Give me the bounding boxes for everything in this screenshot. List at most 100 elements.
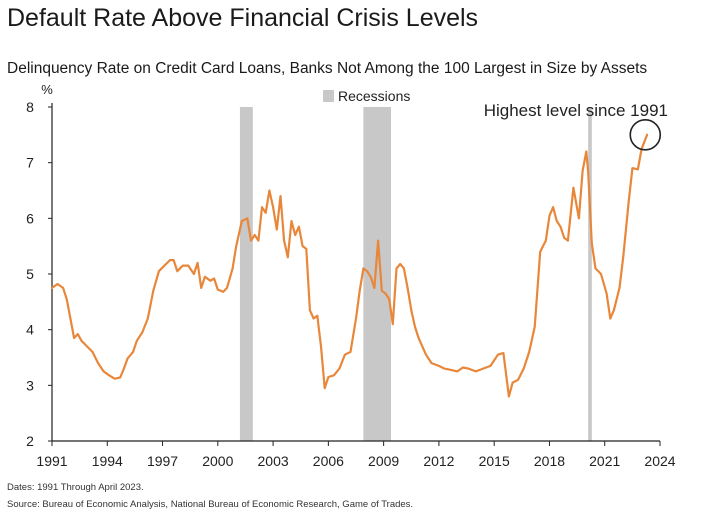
data-point-57 [301, 245, 304, 248]
recession-band-1 [239, 107, 253, 441]
data-point-39 [231, 267, 234, 270]
legend-label-recessions: Recessions [338, 88, 410, 104]
data-point-96 [474, 370, 477, 373]
series-line-1 [50, 133, 649, 398]
data-point-28 [181, 264, 184, 267]
data-point-83 [406, 287, 409, 289]
x-tick-label-1994: 1994 [92, 453, 123, 469]
data-point-112 [559, 225, 562, 228]
data-point-87 [421, 345, 424, 348]
data-point-106 [533, 326, 536, 328]
recession-band-2 [363, 107, 392, 441]
data-point-98 [489, 365, 492, 367]
data-point-22 [152, 289, 155, 292]
data-point-30 [193, 273, 195, 275]
data-point-41 [240, 220, 243, 223]
data-point-18 [132, 351, 135, 353]
data-point-75 [377, 239, 379, 242]
data-point-130 [637, 168, 639, 171]
data-point-113 [563, 236, 566, 239]
data-point-68 [349, 351, 352, 353]
y-tick-label-5: 5 [26, 266, 34, 282]
data-point-38 [226, 287, 228, 289]
x-tick-label-2024: 2024 [644, 453, 675, 469]
data-point-89 [430, 362, 433, 364]
x-tick-label-2006: 2006 [313, 453, 344, 469]
data-point-5 [69, 317, 72, 320]
data-point-45 [257, 239, 260, 242]
data-point-7 [76, 333, 79, 335]
data-point-85 [414, 326, 416, 328]
data-point-13 [108, 374, 110, 377]
data-point-59 [309, 309, 311, 312]
series-layer [50, 133, 649, 398]
data-point-25 [169, 259, 171, 261]
data-point-124 [609, 317, 612, 320]
data-point-127 [622, 256, 625, 259]
data-point-33 [204, 275, 206, 278]
data-point-125 [613, 309, 615, 312]
data-point-119 [587, 170, 589, 172]
data-point-27 [176, 270, 179, 273]
y-axis-label: % [41, 82, 53, 97]
data-point-77 [384, 292, 387, 295]
data-point-63 [323, 387, 326, 389]
data-point-64 [327, 376, 330, 378]
x-tick-label-2012: 2012 [423, 453, 454, 469]
y-tick-label-2: 2 [26, 433, 34, 449]
data-point-88 [425, 353, 427, 356]
x-tick-label-2015: 2015 [479, 453, 510, 469]
data-point-82 [403, 267, 405, 270]
data-point-42 [246, 217, 249, 220]
data-point-126 [618, 287, 621, 289]
data-point-52 [283, 239, 285, 242]
y-tick-label-6: 6 [26, 210, 34, 226]
x-tick-label-2018: 2018 [534, 453, 565, 469]
data-point-2 [56, 283, 59, 285]
data-point-92 [449, 368, 451, 371]
data-point-46 [261, 206, 263, 209]
data-point-14 [113, 377, 116, 380]
data-point-53 [286, 256, 289, 259]
data-point-132 [646, 133, 648, 136]
legend: Recessions [323, 88, 410, 104]
annotation-circle [629, 119, 662, 151]
data-point-20 [141, 331, 144, 334]
data-point-66 [338, 367, 341, 370]
data-point-129 [631, 167, 634, 170]
axes: 1991 1994 1997 2000 2003 2006 2009 2012 2015 2018… [26, 82, 676, 469]
x-tick-label-2003: 2003 [258, 453, 289, 469]
data-point-97 [482, 367, 484, 370]
data-point-58 [305, 248, 308, 250]
data-point-93 [456, 370, 459, 373]
data-point-35 [213, 277, 216, 280]
dates-note: Dates: 1991 Through April 2023. [7, 482, 144, 493]
data-point-62 [320, 345, 322, 348]
data-point-80 [395, 267, 398, 270]
data-point-19 [135, 339, 138, 342]
data-point-111 [555, 220, 558, 223]
data-point-102 [511, 381, 514, 384]
annotation: Highest level since 1991 [484, 101, 668, 151]
data-point-54 [290, 220, 293, 223]
data-point-23 [158, 270, 160, 273]
annotation-text: Highest level since 1991 [484, 101, 668, 120]
data-point-78 [388, 298, 391, 300]
data-point-90 [438, 365, 440, 367]
data-point-115 [572, 186, 575, 189]
y-tick-label-3: 3 [26, 377, 34, 393]
data-point-95 [467, 367, 470, 370]
data-point-100 [502, 352, 505, 354]
data-point-60 [312, 317, 315, 320]
data-point-29 [187, 264, 190, 267]
recession-bands [239, 107, 592, 441]
data-point-94 [462, 366, 464, 369]
data-point-79 [391, 323, 394, 325]
data-point-117 [581, 170, 584, 172]
data-point-56 [298, 225, 300, 228]
data-point-91 [443, 367, 446, 370]
data-point-50 [275, 228, 278, 231]
data-point-73 [369, 275, 372, 278]
data-point-108 [544, 239, 547, 242]
data-point-49 [272, 206, 274, 209]
